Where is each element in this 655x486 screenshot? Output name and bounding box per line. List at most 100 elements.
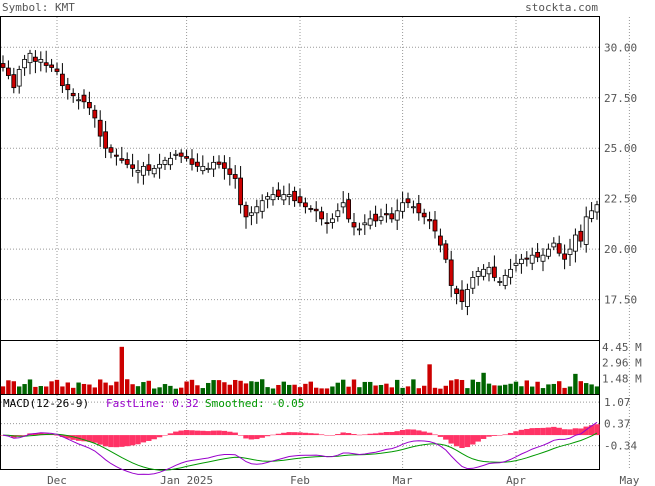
candle-down xyxy=(81,94,87,103)
macd-histogram-bar xyxy=(54,435,60,436)
candle-up xyxy=(475,270,481,277)
volume-bar xyxy=(184,381,189,394)
macd-histogram-bar xyxy=(556,427,562,436)
volume-bar xyxy=(459,379,465,394)
candle-down xyxy=(324,222,330,225)
volume-bar xyxy=(357,387,362,394)
candle-down xyxy=(60,73,65,87)
volume-bar xyxy=(98,379,103,394)
candle-down xyxy=(49,64,54,68)
macd-histogram-bar xyxy=(378,432,384,436)
candle-down xyxy=(432,219,438,232)
macd-histogram-bar xyxy=(97,435,103,445)
volume-bar xyxy=(400,387,405,394)
volume-bar xyxy=(254,381,259,394)
candle-down xyxy=(194,161,200,167)
macd-fastline xyxy=(2,421,598,475)
macd-histogram-bar xyxy=(513,431,519,436)
volume-bar xyxy=(443,385,448,394)
volume-bar xyxy=(432,387,438,394)
candle-up xyxy=(594,204,600,213)
volume-bar xyxy=(260,379,265,394)
volume-bar xyxy=(594,386,600,394)
candle-up xyxy=(519,258,524,265)
candle-down xyxy=(70,92,76,97)
macd-histogram-bar xyxy=(151,435,157,440)
candle-down xyxy=(383,213,389,216)
macd-histogram-bar xyxy=(135,435,141,445)
macd-histogram-bar xyxy=(588,425,595,436)
macd-histogram-bar xyxy=(324,435,330,436)
macd-histogram-bar xyxy=(254,435,260,440)
candle-down xyxy=(130,164,136,169)
macd-histogram-bar xyxy=(572,428,579,436)
macd-histogram-bar xyxy=(113,435,120,448)
macd-histogram-bar xyxy=(216,430,222,436)
volume-bar xyxy=(513,381,519,394)
macd-fastline-label: FastLine: 0.32 xyxy=(106,397,199,410)
x-tick-label: Mar xyxy=(393,474,413,486)
candle-down xyxy=(124,159,130,165)
macd-histogram-bar xyxy=(243,435,249,439)
candle-up xyxy=(248,212,254,216)
macd-histogram-bar xyxy=(394,431,400,436)
candle-down xyxy=(578,230,584,242)
macd-histogram-bar xyxy=(345,432,352,436)
candle-up xyxy=(329,218,335,223)
candle-up xyxy=(502,274,508,286)
macd-histogram-bar xyxy=(308,433,314,436)
macd-histogram-bar xyxy=(156,435,163,438)
macd-histogram-bar xyxy=(65,435,71,439)
macd-histogram-bar xyxy=(70,435,76,440)
x-tick-label: Jan 2025 xyxy=(160,474,213,486)
macd-histogram-bar xyxy=(318,434,325,436)
macd-histogram-bar xyxy=(167,433,174,436)
macd-histogram-bar xyxy=(232,432,238,436)
candle-down xyxy=(103,131,108,149)
volume-bar xyxy=(189,379,195,394)
candle-up xyxy=(470,277,476,289)
y-axis-labels: 30.00 27.50 25.00 22.50 20.00 17.50 4.45 M 2.96… xyxy=(602,41,642,452)
candle-up xyxy=(540,254,546,262)
volume-bars xyxy=(0,346,600,394)
candle-up xyxy=(464,289,470,307)
macd-histogram-bar xyxy=(38,433,44,436)
macd-histogram-bar xyxy=(264,435,271,437)
candle-up xyxy=(529,254,535,264)
volume-bar xyxy=(157,387,162,394)
candle-down xyxy=(302,202,308,208)
macd-histogram-bar xyxy=(248,435,255,440)
macd-histogram-bar xyxy=(205,431,211,436)
macd-histogram-bar xyxy=(102,435,109,447)
volume-bar xyxy=(33,386,38,394)
macd-histogram-bar xyxy=(335,434,341,436)
volume-bar xyxy=(438,388,443,394)
candle-down xyxy=(448,259,454,286)
macd-histogram-bar xyxy=(383,432,390,436)
volume-bar xyxy=(449,380,454,394)
volume-bar xyxy=(557,381,562,394)
volume-bar xyxy=(292,384,297,394)
volume-bar xyxy=(567,386,573,394)
candle-down xyxy=(184,156,190,159)
volume-bar xyxy=(216,380,222,394)
candle-up xyxy=(265,196,271,200)
macd-smoothed-line xyxy=(2,432,598,471)
macd-histogram-bar xyxy=(86,435,93,442)
macd-histogram-bar xyxy=(491,435,498,436)
grid xyxy=(1,17,630,469)
macd-histogram-bar xyxy=(470,435,476,445)
macd-histogram-bar xyxy=(518,429,525,436)
candle-up xyxy=(16,69,22,87)
volume-tick-label: 2.96 M xyxy=(602,357,642,370)
volume-bar xyxy=(276,384,281,394)
volume-bar xyxy=(319,388,324,394)
candle-up xyxy=(362,222,368,226)
candlesticks xyxy=(0,49,600,316)
candle-up xyxy=(410,206,416,209)
volume-bar xyxy=(346,386,351,394)
volume-bar xyxy=(551,383,556,394)
volume-bar xyxy=(173,388,178,394)
volume-bar xyxy=(211,380,216,394)
candle-down xyxy=(221,162,227,169)
